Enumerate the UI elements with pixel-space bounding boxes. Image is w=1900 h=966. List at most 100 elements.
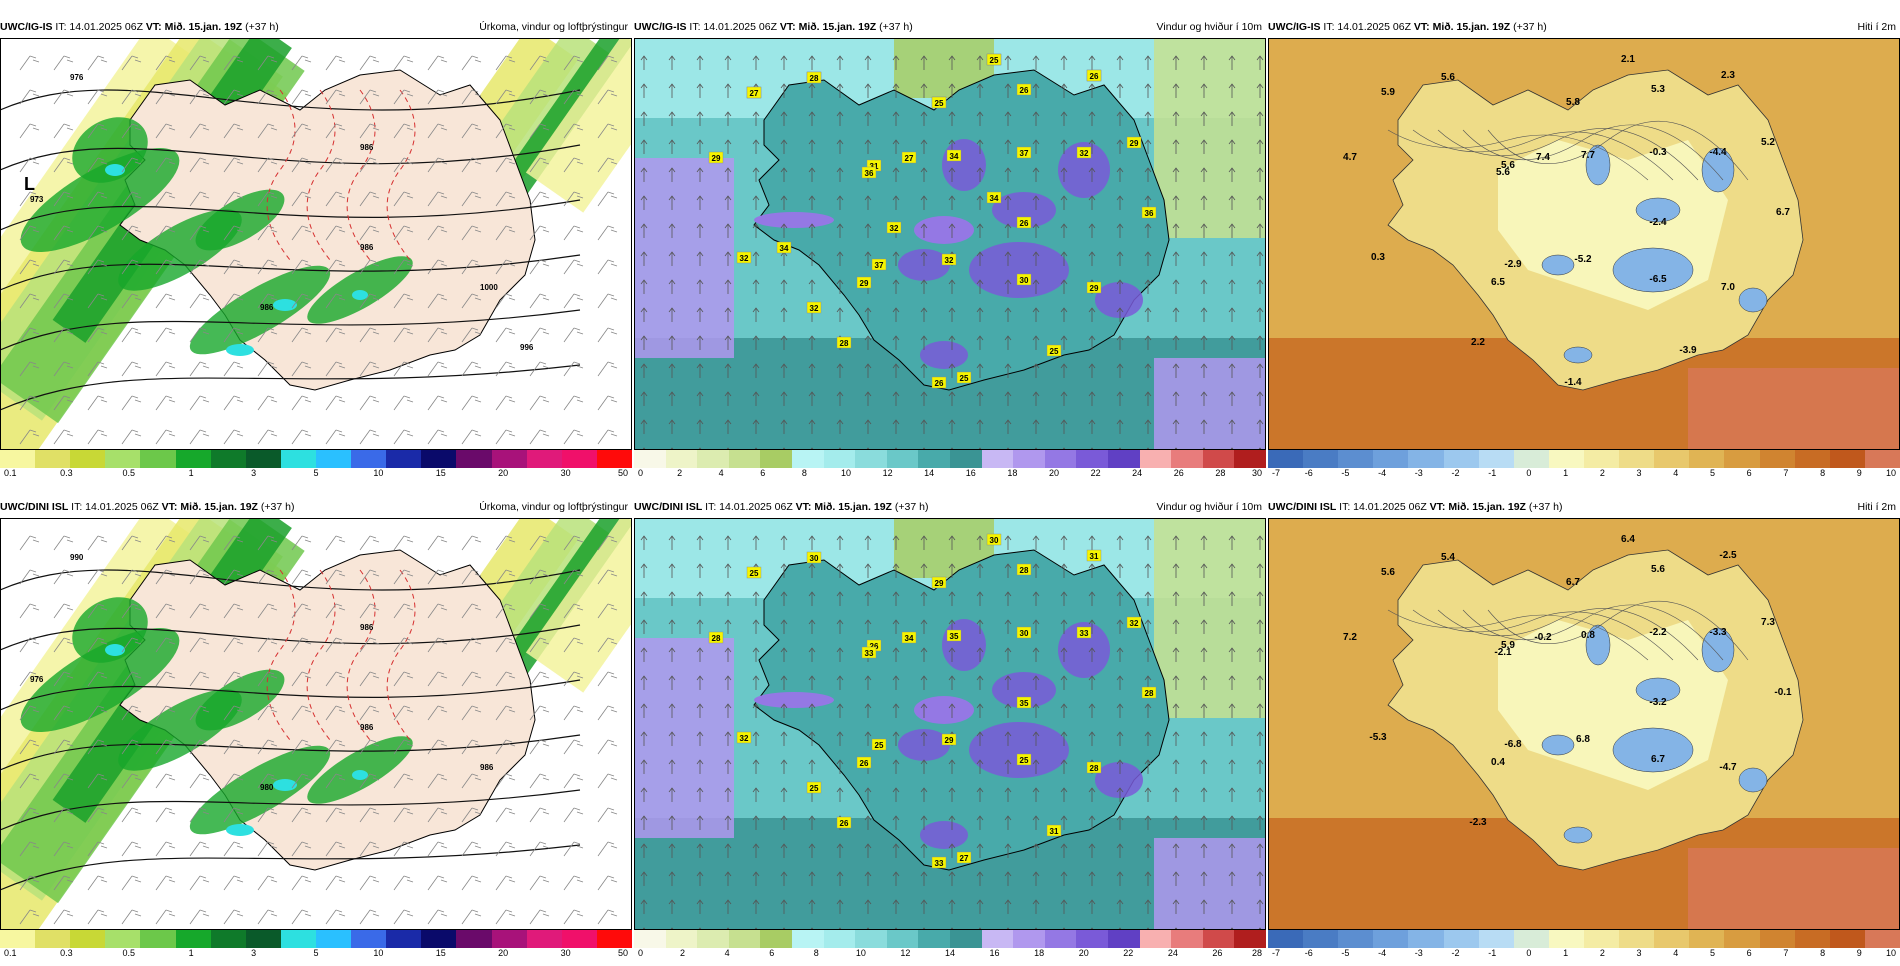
colorbar-swatch xyxy=(1583,450,1620,468)
wind-arrow xyxy=(948,591,956,606)
wind-barb xyxy=(53,191,74,207)
wind-arrow xyxy=(1144,363,1152,378)
wind-arrow xyxy=(1062,447,1066,450)
wind-barb xyxy=(325,909,346,925)
wind-arrow xyxy=(780,83,788,98)
gust-label: 29 xyxy=(941,733,957,746)
temp-value-label: -2.9 xyxy=(1504,259,1522,270)
colorbar-swatch xyxy=(697,450,729,468)
gust-label: 25 xyxy=(1046,344,1062,357)
field-title: Vindur og hviður í 10m xyxy=(1156,501,1262,513)
colorbar-tick-label: -2 xyxy=(1451,468,1460,478)
gust-label-box xyxy=(931,576,947,589)
wind-barb xyxy=(257,739,278,755)
wind-arrow xyxy=(696,535,704,550)
wind-arrow xyxy=(1116,335,1124,350)
wind-barb xyxy=(495,225,516,241)
wind-arrow xyxy=(1200,899,1208,914)
colorbar-swatch xyxy=(70,450,106,468)
wind-zone xyxy=(1154,518,1266,718)
wind-arrow xyxy=(1004,363,1012,378)
wind-barb xyxy=(291,569,312,585)
temp-isotherm xyxy=(306,569,336,741)
wind-arrow xyxy=(1060,871,1068,886)
wind-arrow xyxy=(892,279,900,294)
wind-barb xyxy=(291,603,312,619)
wind-arrow xyxy=(1032,619,1040,634)
wind-arrow xyxy=(864,139,872,154)
wind-arrow xyxy=(1060,195,1068,210)
gust-label-text: 26 xyxy=(840,819,849,828)
temp-value-label: -6.5 xyxy=(1649,274,1667,285)
wind-barb xyxy=(427,739,448,755)
valid-time: VT: Mið. 15.jan. 19Z xyxy=(161,501,258,513)
wind-arrow xyxy=(1116,223,1124,238)
wind-barb xyxy=(563,909,584,925)
wind-arrow xyxy=(892,619,900,634)
wind-barb xyxy=(427,55,448,71)
wind-arrow xyxy=(1200,335,1208,350)
wind-barb xyxy=(53,603,74,619)
colorbar-swatch xyxy=(1654,930,1690,948)
wind-arrow xyxy=(1032,759,1040,774)
wind-barb xyxy=(121,671,142,687)
colorbar-swatch xyxy=(456,450,492,468)
wind-barb xyxy=(461,739,482,755)
wind-barb xyxy=(461,569,482,585)
wind-arrow xyxy=(1144,731,1152,746)
wind-barb xyxy=(325,807,346,823)
wind-arrow xyxy=(1116,195,1124,210)
gust-label-box xyxy=(1076,146,1092,159)
wind-barb xyxy=(495,123,516,139)
wind-barb xyxy=(257,429,278,445)
wind-arrow xyxy=(808,899,816,914)
wind-arrow xyxy=(920,619,928,634)
wind-barb xyxy=(121,875,142,891)
wind-barb xyxy=(291,773,312,789)
colorbar-swatch xyxy=(791,450,824,468)
wind-barb xyxy=(597,293,618,309)
wind-arrow xyxy=(1004,619,1012,634)
gust-label-box xyxy=(1046,344,1062,357)
wind-barb xyxy=(155,603,176,619)
isotherm xyxy=(1487,600,1749,661)
wind-arrow xyxy=(1172,139,1180,154)
wind-arrow xyxy=(1060,815,1068,830)
wind-arrow xyxy=(780,563,788,578)
glacier-cold-area xyxy=(1701,627,1735,673)
wind-arrow xyxy=(892,843,900,858)
wind-arrow xyxy=(976,871,984,886)
wind-arrow xyxy=(808,815,816,830)
wind-barb xyxy=(495,841,516,857)
wind-arrow xyxy=(894,927,898,930)
low-pressure-marker: L xyxy=(24,174,35,194)
wind-arrow xyxy=(836,251,844,266)
panel-temp-igis: UWC/IG-IS IT: 14.01.2025 06Z VT: Mið. 15… xyxy=(1268,16,1900,486)
wind-barb xyxy=(121,157,142,173)
wind-barb xyxy=(223,157,244,173)
wind-barb xyxy=(461,875,482,891)
gust-label-text: 29 xyxy=(1090,284,1099,293)
wind-barb xyxy=(325,841,346,857)
wind-arrow xyxy=(1172,167,1180,182)
wind-barb xyxy=(359,429,380,445)
wind-barb xyxy=(189,361,210,377)
wind-arrow xyxy=(640,363,648,378)
gust-label: 26 xyxy=(931,376,947,389)
wind-barb xyxy=(53,671,74,687)
pressure-label: 986 xyxy=(260,303,274,312)
wind-arrow xyxy=(808,251,816,266)
wind-arrow xyxy=(1256,815,1264,830)
wind-arrow xyxy=(808,563,816,578)
wind-arrow xyxy=(1144,759,1152,774)
wind-barb xyxy=(563,429,584,445)
wind-barb xyxy=(427,225,448,241)
colorbar-swatch xyxy=(210,450,246,468)
wind-arrow xyxy=(976,647,984,662)
colorbar-swatch xyxy=(1076,930,1108,948)
wind-zone xyxy=(634,638,734,838)
gust-label-text: 26 xyxy=(870,642,879,651)
wind-barb xyxy=(563,705,584,721)
wind-arrow xyxy=(1060,251,1068,266)
